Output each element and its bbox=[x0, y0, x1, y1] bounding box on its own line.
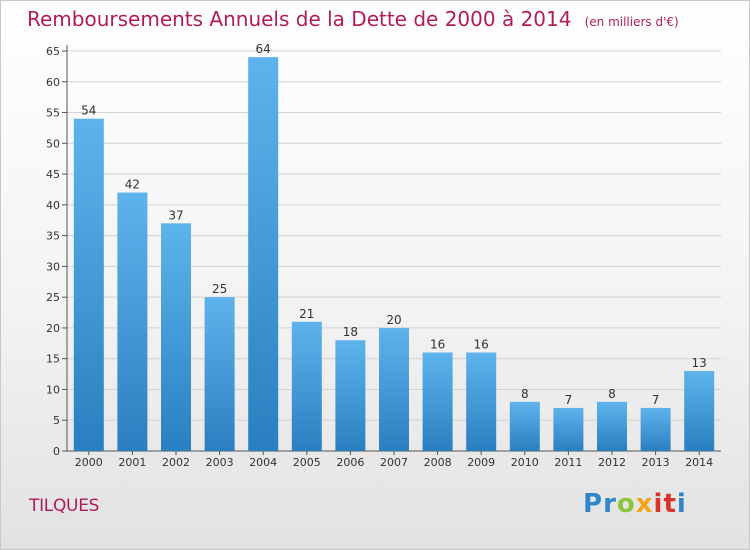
bar-value-label: 37 bbox=[168, 208, 183, 222]
bar-value-label: 64 bbox=[256, 42, 271, 56]
bar bbox=[466, 352, 497, 451]
bar bbox=[553, 407, 584, 451]
bar bbox=[597, 401, 627, 451]
bar-value-label: 16 bbox=[474, 338, 489, 352]
bar-value-label: 7 bbox=[565, 393, 573, 407]
chart-title: Remboursements Annuels de la Dette de 20… bbox=[27, 7, 572, 31]
y-tick-label: 55 bbox=[46, 107, 60, 120]
bar bbox=[379, 327, 409, 451]
bar-value-label: 8 bbox=[608, 387, 616, 401]
bar bbox=[684, 371, 715, 451]
x-tick-label: 2007 bbox=[380, 456, 408, 469]
bar bbox=[335, 340, 366, 451]
bar bbox=[422, 352, 453, 451]
x-tick-label: 2003 bbox=[206, 456, 234, 469]
bar bbox=[117, 192, 148, 452]
y-tick-label: 40 bbox=[46, 199, 60, 212]
x-tick-label: 2008 bbox=[424, 456, 452, 469]
logo-letter: o bbox=[616, 489, 636, 519]
bar bbox=[161, 223, 191, 451]
y-tick-label: 60 bbox=[46, 76, 60, 89]
proxiti-logo[interactable]: Proxiti bbox=[583, 489, 687, 519]
logo-letter: t bbox=[663, 489, 677, 519]
logo-letter: i bbox=[676, 489, 687, 519]
logo-letter: x bbox=[635, 489, 654, 519]
x-tick-label: 2001 bbox=[118, 456, 146, 469]
bar-value-label: 21 bbox=[299, 307, 314, 321]
bar bbox=[509, 401, 540, 451]
bar-value-label: 8 bbox=[521, 387, 529, 401]
y-tick-label: 20 bbox=[46, 322, 60, 335]
y-tick-label: 25 bbox=[46, 291, 60, 304]
y-tick-label: 5 bbox=[53, 414, 60, 427]
logo-letter: r bbox=[603, 489, 617, 519]
x-tick-label: 2002 bbox=[162, 456, 190, 469]
bar-value-label: 16 bbox=[430, 338, 445, 352]
y-tick-label: 30 bbox=[46, 260, 60, 273]
x-tick-label: 2005 bbox=[293, 456, 321, 469]
x-tick-label: 2006 bbox=[336, 456, 364, 469]
logo-letter: P bbox=[583, 489, 604, 519]
chart-unit: (en milliers d'€) bbox=[584, 15, 679, 29]
x-tick-label: 2012 bbox=[598, 456, 626, 469]
x-tick-label: 2014 bbox=[685, 456, 713, 469]
bar bbox=[204, 297, 235, 451]
x-tick-label: 2013 bbox=[642, 456, 670, 469]
bar bbox=[640, 407, 671, 451]
y-tick-label: 15 bbox=[46, 353, 60, 366]
y-tick-label: 65 bbox=[46, 45, 60, 58]
x-tick-label: 2004 bbox=[249, 456, 277, 469]
bar-value-label: 7 bbox=[652, 393, 660, 407]
bar-value-label: 42 bbox=[125, 178, 140, 192]
bar-value-label: 54 bbox=[81, 104, 96, 118]
bar bbox=[248, 57, 279, 452]
y-tick-label: 10 bbox=[46, 383, 60, 396]
y-tick-label: 45 bbox=[46, 168, 60, 181]
chart-title-line: Remboursements Annuels de la Dette de 20… bbox=[27, 7, 679, 31]
x-tick-label: 2010 bbox=[511, 456, 539, 469]
bar-value-label: 20 bbox=[386, 313, 401, 327]
bar-value-label: 18 bbox=[343, 325, 358, 339]
y-tick-label: 0 bbox=[53, 445, 60, 458]
x-tick-label: 2011 bbox=[554, 456, 582, 469]
y-tick-label: 50 bbox=[46, 137, 60, 150]
y-tick-label: 35 bbox=[46, 230, 60, 243]
x-tick-label: 2009 bbox=[467, 456, 495, 469]
commune-name: TILQUES bbox=[29, 496, 100, 516]
bar bbox=[291, 321, 322, 451]
bar-value-label: 25 bbox=[212, 282, 227, 296]
bar-value-label: 13 bbox=[692, 356, 707, 370]
logo-letter: i bbox=[653, 489, 664, 519]
x-tick-label: 2000 bbox=[75, 456, 103, 469]
bar bbox=[73, 118, 104, 451]
